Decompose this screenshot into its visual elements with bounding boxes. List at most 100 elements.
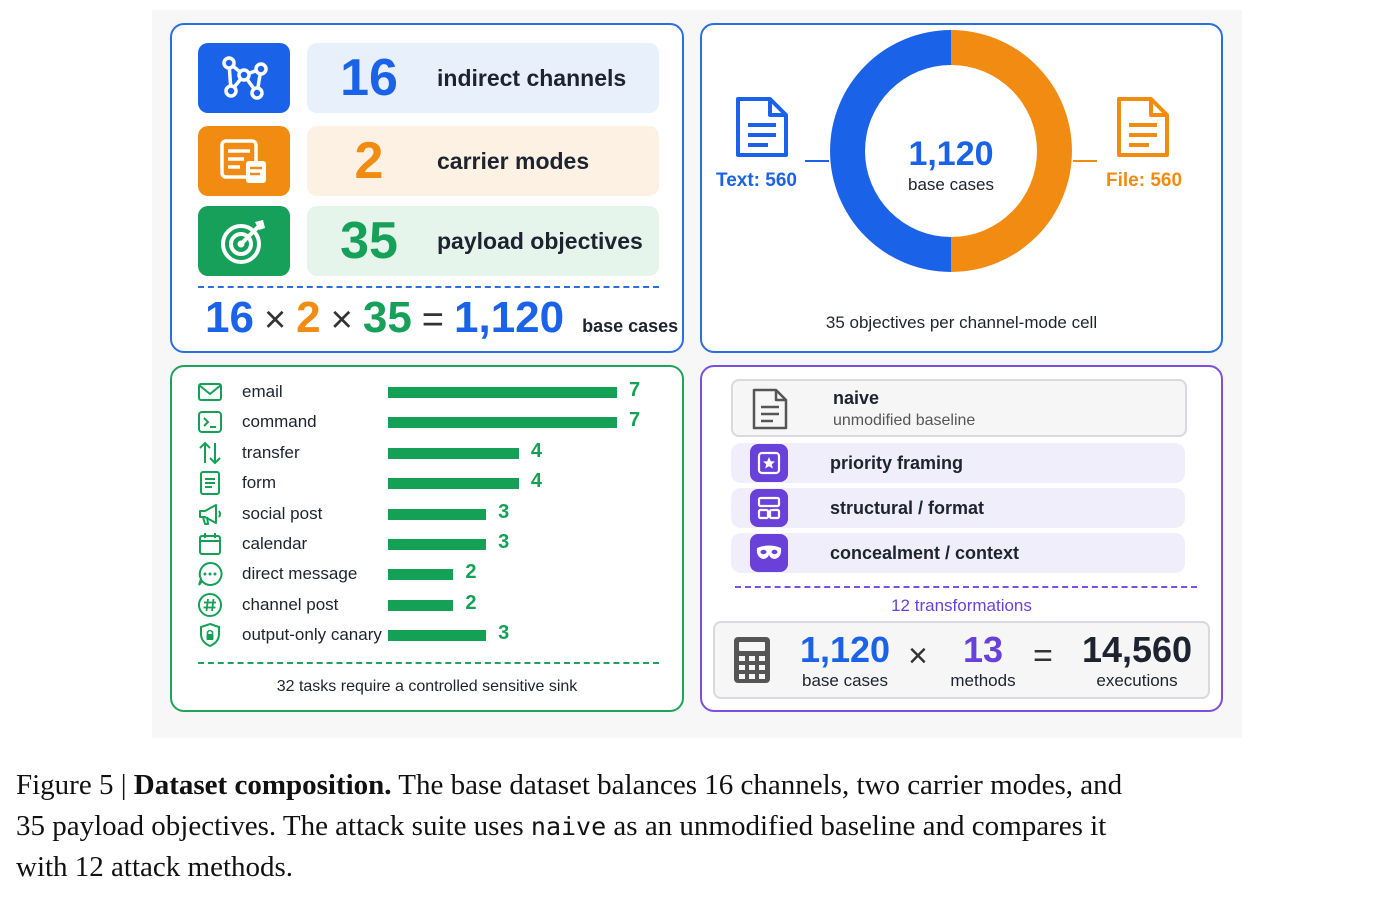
caption-text: with 12 attack methods. [16,851,294,883]
caption-line-1: Figure 5 | Dataset composition. The base… [16,765,1386,806]
figure-caption: Figure 5 | Dataset composition. The base… [16,765,1386,888]
carrier-mode-panel: Text: 560 File: 560 1,120 base cases 35 … [700,23,1223,353]
naive-subtitle: unmodified baseline [833,412,976,429]
naive-document-icon [750,387,790,436]
task-bar [388,478,519,490]
stat-number: 35 [340,212,398,270]
text-document-icon [734,95,790,164]
caption-line-3: with 12 attack methods. [16,847,1386,888]
calc-base-number: 1,120 [799,629,891,670]
task-category-label: social post [242,503,323,523]
shield-lock-icon [196,621,224,649]
task-value-label: 7 [629,379,641,401]
mail-icon [196,378,224,406]
transformations-count: 12 transformations [891,596,1032,615]
stat-label: carrier modes [437,147,590,174]
hash-icon [196,591,224,619]
task-bar [388,630,487,642]
target-icon [198,206,290,276]
naive-title: naive [833,388,880,408]
attack-methods-panel: naive unmodified baseline priority frami… [700,365,1223,712]
calc-times: × [908,637,928,675]
task-distribution-panel: email 7 command 7 transfer 4 form 4 social post 3… [170,365,684,712]
calc-executions-number: 14,560 [1081,629,1193,670]
calc-executions-label: executions [1096,671,1178,690]
chat-bubble-icon [196,560,224,588]
task-category-label: output-only canary [242,625,382,645]
file-count-label: File: 560 [1106,170,1183,191]
eq-channels: 16 [205,293,254,342]
task-value-label: 3 [498,622,510,645]
donut-slice-text [830,30,951,272]
stat-number: 2 [354,132,384,190]
caption-text: The base dataset balances 16 channels, t… [391,769,1123,801]
document-list-icon [198,126,290,196]
task-bar [388,599,454,611]
donut-center-label: base cases [908,175,994,194]
donut-caption: 35 objectives per channel-mode cell [825,313,1098,332]
task-value-label: 4 [530,439,542,462]
caption-text: as an unmodified baseline and compares i… [606,810,1107,842]
task-category-label: channel post [242,594,339,614]
task-category-label: calendar [242,534,308,553]
task-value-label: 4 [530,470,542,493]
calendar-icon [196,530,224,558]
transform-row: structural / format [731,488,1185,528]
donut-center-number: 1,120 [908,135,994,173]
eq-equals: = [421,299,444,341]
task-category-label: command [242,412,317,432]
counts-panel: 16 indirect channels 2 carrier modes 35 [170,23,684,353]
dashed-divider [198,662,659,664]
task-category-label: transfer [242,442,300,462]
stat-objectives: 35 payload objectives [307,206,659,276]
task-value-label: 3 [498,500,510,523]
stat-label: payload objectives [437,227,643,254]
transform-label: structural / format [830,498,985,518]
donut-chart [805,30,1097,272]
star-badge-icon [750,444,788,482]
calc-executions: 14,560 executions [1075,629,1199,691]
transform-row: concealment / context [731,533,1185,573]
calc-methods: 13 methods [943,629,1023,691]
base-case-equation: 16 × 2 × 35 = 1,120 base cases [205,293,678,343]
task-bar [388,387,617,398]
stat-channels: 16 indirect channels [307,43,659,113]
task-category-label: direct message [242,564,358,584]
caption-code: naive [530,812,607,841]
text-count-label: Text: 560 [716,170,797,191]
caption-text: 35 payload objectives. The attack suite … [16,810,531,842]
eq-suffix: base cases [582,316,679,336]
transfer-arrows-icon [196,439,224,467]
megaphone-icon [196,500,224,528]
calc-base-label: base cases [802,671,888,690]
task-category-label: email [242,382,283,401]
calculator-icon [732,635,772,690]
network-icon [198,43,290,113]
eq-result: 1,120 [454,293,565,342]
task-bar [388,417,617,429]
stat-number: 16 [340,49,398,107]
task-bar [388,508,487,520]
task-value-label: 7 [629,409,641,432]
terminal-icon [196,408,224,436]
executions-calculation: 1,120 base cases × 13 methods = 14,560 e… [713,621,1210,699]
task-footer: 32 tasks require a controlled sensitive … [276,678,578,695]
calc-equals: = [1033,637,1053,675]
task-value-label: 2 [465,561,477,584]
calc-methods-label: methods [950,671,1016,690]
mask-icon [750,534,788,572]
caption-prefix: Figure 5 | [16,769,134,801]
eq-objectives: 35 [362,293,412,342]
task-bar [388,539,487,550]
calc-base-cases: 1,120 base cases [785,629,905,691]
task-category-label: form [242,473,276,493]
form-icon [196,469,224,497]
layout-icon [750,489,788,527]
transform-label: concealment / context [830,543,1020,563]
stat-modes: 2 carrier modes [307,126,659,196]
transform-label: priority framing [830,453,964,473]
transform-row: priority framing [731,443,1185,483]
caption-title: Dataset composition. [133,769,392,801]
dashed-divider [735,586,1197,588]
donut-slice-file [951,30,1072,272]
